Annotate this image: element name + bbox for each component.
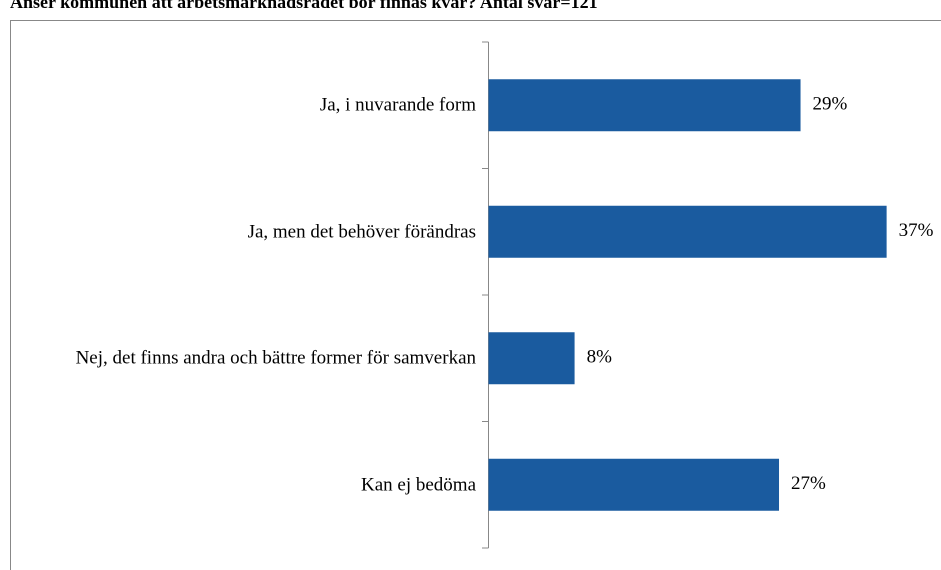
value-label: 37% — [899, 220, 934, 241]
category-label: Ja, i nuvarande form — [16, 94, 476, 117]
category-label: Kan ej bedöma — [16, 473, 476, 496]
bar — [488, 79, 801, 132]
bar — [488, 205, 887, 258]
category-label: Nej, det finns andra och bättre former f… — [16, 347, 476, 370]
bar — [488, 458, 780, 511]
category-label: Ja, men det behöver förändras — [16, 220, 476, 243]
category-text: Ja, i nuvarande form — [319, 94, 476, 116]
category-text: Ja, men det behöver förändras — [247, 221, 476, 243]
chart-frame — [10, 20, 941, 570]
category-text: Kan ej bedöma — [360, 474, 476, 496]
chart-title: Anser kommunen att arbetsmarknadsrådet b… — [10, 0, 598, 12]
category-text: Nej, det finns andra och bättre former f… — [75, 347, 476, 369]
value-label: 8% — [587, 347, 613, 368]
value-label: 27% — [791, 473, 826, 494]
value-label: 29% — [813, 94, 848, 115]
bar — [488, 332, 575, 385]
